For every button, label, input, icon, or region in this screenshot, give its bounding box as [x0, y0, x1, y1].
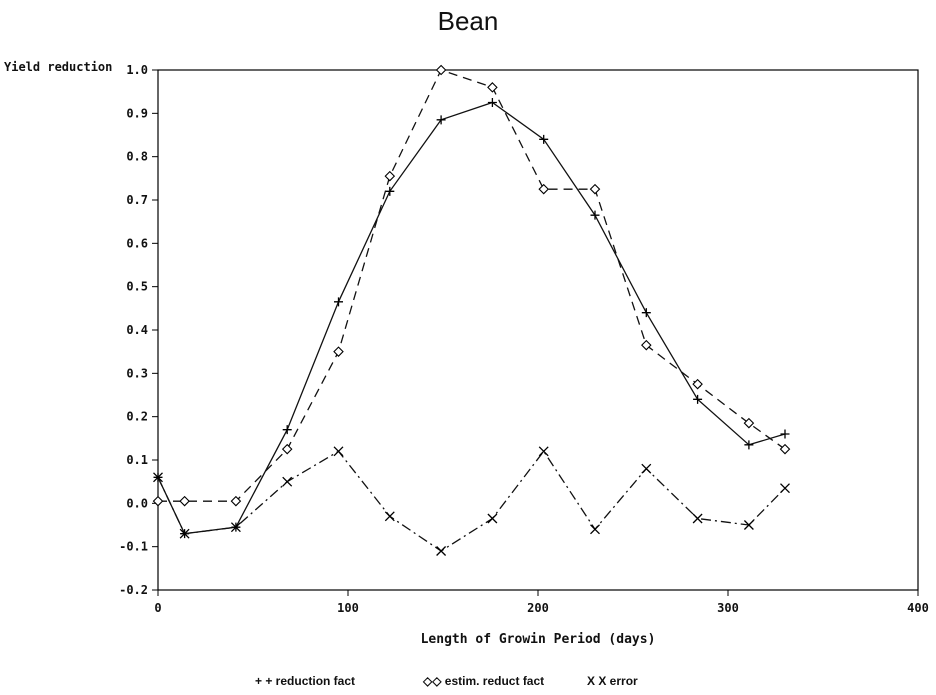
y-tick-label: -0.1 — [119, 540, 148, 554]
data-point-reduction-fact — [487, 98, 497, 107]
y-tick-label: 0.7 — [126, 193, 148, 207]
y-axis: -0.2 -0.1 0.0 0.1 0.2 0.3 0.4 0.5 0.6 0.7 0.8 0.9 1.… — [119, 63, 158, 597]
data-point-reduction-fact — [539, 134, 549, 144]
data-point-estim-reduct-fact — [487, 82, 498, 93]
y-tick-label: 0.3 — [126, 366, 148, 380]
data-point-estim-reduct-fact — [538, 183, 549, 195]
y-tick-label: -0.2 — [119, 583, 148, 597]
y-tick-label: 0.5 — [126, 280, 148, 294]
data-point-error — [780, 483, 790, 494]
data-point-estim-reduct-fact — [281, 443, 293, 455]
data-point-error — [333, 446, 344, 457]
x-tick-label: 300 — [717, 601, 739, 615]
data-point-error — [590, 524, 600, 535]
data-point-reduction-fact — [744, 440, 754, 450]
chart-title: Bean — [438, 6, 499, 36]
x-tick-label: 200 — [527, 601, 549, 615]
data-point-error — [538, 446, 549, 457]
data-point-estim-reduct-fact — [384, 170, 396, 182]
series-line-error — [157, 450, 786, 552]
data-point-estim-reduct-fact — [589, 183, 601, 195]
y-tick-label: 0.4 — [126, 323, 148, 337]
data-point-reduction-fact — [334, 297, 343, 307]
series-line-estim-reduct-fact — [158, 69, 786, 502]
series-layer — [152, 64, 791, 556]
y-tick-label: 0.1 — [126, 453, 148, 467]
data-point-error — [179, 528, 190, 539]
data-point-estim-reduct-fact — [230, 495, 242, 507]
y-tick-label: 0.8 — [126, 150, 148, 164]
x-tick-label: 0 — [154, 601, 161, 615]
x-tick-label: 400 — [907, 601, 929, 615]
data-point-estim-reduct-fact — [333, 346, 344, 357]
series-line-reduction-fact — [157, 101, 786, 535]
legend: + + reduction fact ◇◇ estim. reduct fact… — [255, 674, 638, 688]
data-point-reduction-fact — [780, 429, 790, 439]
data-point-error — [487, 513, 498, 524]
data-point-error — [230, 522, 241, 533]
x-tick-label: 100 — [337, 601, 359, 615]
data-point-reduction-fact — [693, 394, 703, 404]
data-point-estim-reduct-fact — [179, 495, 190, 507]
x-axis-label: Length of Growin Period (days) — [421, 632, 656, 647]
legend-item-error: X X error — [587, 674, 638, 688]
data-point-error — [641, 463, 652, 474]
data-point-error — [384, 511, 395, 522]
data-point-error — [692, 513, 703, 524]
data-point-estim-reduct-fact — [641, 339, 652, 351]
x-axis: 0 100 200 300 400 — [154, 590, 929, 615]
data-point-reduction-fact — [282, 425, 292, 435]
data-point-error — [282, 476, 293, 487]
data-point-reduction-fact — [385, 186, 395, 196]
legend-item-estim-reduct-fact: ◇◇ estim. reduct fact — [422, 674, 544, 688]
data-point-estim-reduct-fact — [435, 64, 447, 76]
plot-frame — [157, 69, 919, 591]
data-point-error — [153, 472, 163, 483]
data-point-estim-reduct-fact — [743, 417, 755, 429]
data-point-reduction-fact — [436, 115, 446, 125]
y-tick-label: 1.0 — [126, 63, 148, 77]
data-point-estim-reduct-fact — [692, 378, 703, 390]
legend-item-reduction-fact: + + reduction fact — [255, 674, 355, 688]
data-point-error — [743, 520, 754, 530]
data-point-estim-reduct-fact — [779, 443, 791, 455]
y-tick-label: 0.0 — [126, 496, 148, 510]
data-point-estim-reduct-fact — [152, 495, 164, 507]
data-point-reduction-fact — [641, 308, 651, 318]
y-tick-label: 0.9 — [126, 106, 148, 120]
y-axis-label: Yield reduction — [4, 60, 112, 74]
y-tick-label: 0.6 — [126, 236, 148, 250]
y-tick-label: 0.2 — [126, 410, 148, 424]
data-point-reduction-fact — [590, 210, 600, 220]
data-point-error — [436, 546, 447, 556]
